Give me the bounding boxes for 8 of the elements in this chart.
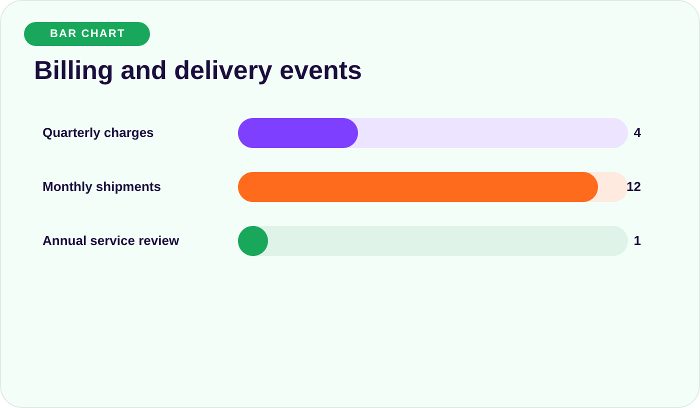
y-tick-label: Monthly shipments (42, 179, 161, 194)
label-badge: BAR CHART (24, 22, 150, 46)
chart-title: Billing and delivery events (34, 54, 362, 86)
data-label: 1 (634, 233, 641, 248)
y-tick-label: Quarterly charges (42, 125, 154, 140)
data-label: 4 (634, 125, 642, 140)
data-label: 12 (626, 179, 641, 194)
y-tick-label: Annual service review (42, 233, 180, 248)
